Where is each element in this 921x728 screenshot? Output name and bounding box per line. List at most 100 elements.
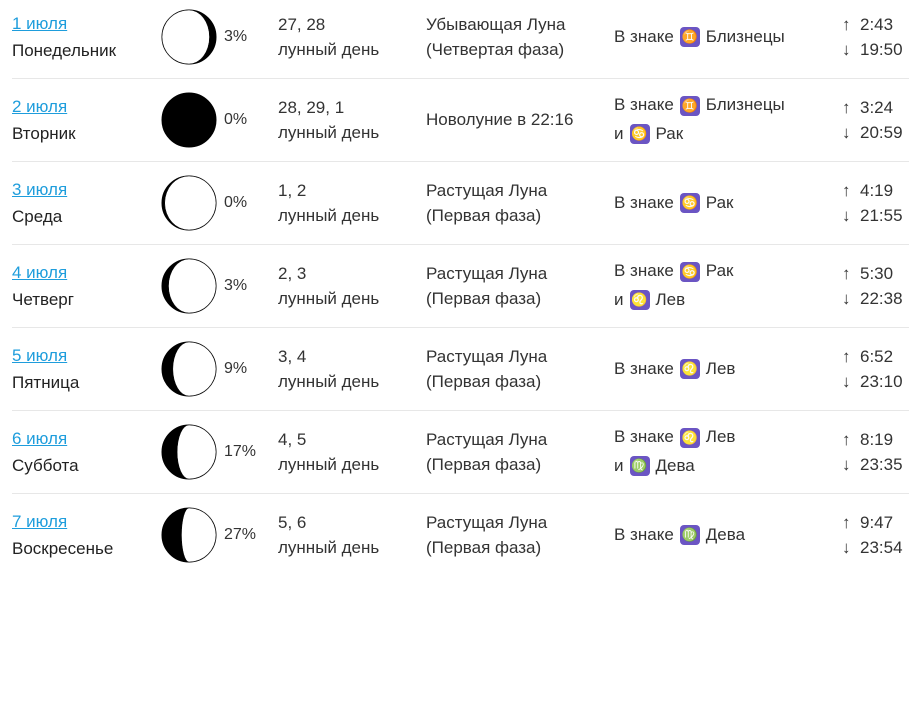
date-link[interactable]: 1 июля: [12, 11, 152, 37]
zodiac-info: В знаке ♋ Рак и ♌ Лев: [614, 257, 834, 315]
lunar-day-label: лунный день: [278, 286, 418, 312]
rise-arrow-icon: ↑: [842, 95, 856, 121]
lunar-day-row: 5 июля Пятница 9% 3, 4 лунный день Расту…: [12, 328, 909, 411]
weekday-label: Понедельник: [12, 38, 152, 64]
lunar-day-label: лунный день: [278, 37, 418, 63]
moon-phase-icon: [160, 257, 218, 315]
date-link[interactable]: 4 июля: [12, 260, 152, 286]
lunar-day-label: лунный день: [278, 120, 418, 146]
zodiac-name: Близнецы: [706, 23, 785, 52]
illumination-percent: 3%: [224, 277, 247, 295]
zodiac-name: Рак: [706, 257, 734, 286]
date-link[interactable]: 6 июля: [12, 426, 152, 452]
moon-phase-text: Новолуние в 22:16: [426, 109, 606, 131]
lunar-day-numbers: 28, 29, 1: [278, 95, 418, 121]
moon-phase-icon: [160, 91, 218, 149]
date-link[interactable]: 3 июля: [12, 177, 152, 203]
zodiac-icon-cancer: ♋: [680, 193, 700, 213]
zodiac-icon-gemini: ♊: [680, 27, 700, 47]
date-link[interactable]: 5 июля: [12, 343, 152, 369]
set-arrow-icon: ↓: [842, 203, 856, 229]
weekday-label: Воскресенье: [12, 536, 152, 562]
zodiac-name: Рак: [706, 189, 734, 218]
moonrise-time: 4:19: [860, 178, 893, 204]
lunar-day-row: 6 июля Суббота 17% 4, 5 лунный день Раст…: [12, 411, 909, 494]
zodiac-icon-leo: ♌: [680, 428, 700, 448]
moon-phase-icon: [160, 506, 218, 564]
date-column: 7 июля Воскресенье: [12, 509, 152, 562]
date-column: 1 июля Понедельник: [12, 11, 152, 64]
rise-set-column: ↑6:52 ↓23:10: [842, 344, 921, 395]
weekday-label: Среда: [12, 204, 152, 230]
lunar-day-label: лунный день: [278, 369, 418, 395]
rise-set-column: ↑2:43 ↓19:50: [842, 12, 921, 63]
zodiac-info: В знаке ♍ Дева: [614, 521, 834, 550]
moonrise-time: 9:47: [860, 510, 893, 536]
zodiac-icon-leo: ♌: [680, 359, 700, 379]
date-column: 4 июля Четверг: [12, 260, 152, 313]
lunar-day-numbers: 1, 2: [278, 178, 418, 204]
lunar-day-numbers: 3, 4: [278, 344, 418, 370]
moonset-time: 19:50: [860, 37, 903, 63]
moonrise-time: 2:43: [860, 12, 893, 38]
date-link[interactable]: 7 июля: [12, 509, 152, 535]
moonrise-time: 8:19: [860, 427, 893, 453]
date-column: 5 июля Пятница: [12, 343, 152, 396]
moon-phase-text: Растущая Луна (Первая фаза): [426, 261, 606, 312]
lunar-day-row: 1 июля Понедельник 3% 27, 28 лунный день…: [12, 8, 909, 79]
zodiac-icon-virgo: ♍: [630, 456, 650, 476]
rise-set-column: ↑9:47 ↓23:54: [842, 510, 921, 561]
lunar-calendar-list: 1 июля Понедельник 3% 27, 28 лунный день…: [12, 8, 909, 576]
moon-phase-icon-column: 17%: [160, 423, 270, 481]
moon-phase-icon: [160, 423, 218, 481]
zodiac-icon-cancer: ♋: [680, 262, 700, 282]
lunar-day-row: 4 июля Четверг 3% 2, 3 лунный день Расту…: [12, 245, 909, 328]
moon-phase-icon-column: 0%: [160, 174, 270, 232]
moon-phase-icon: [160, 340, 218, 398]
moon-phase-icon: [160, 174, 218, 232]
moonset-time: 23:10: [860, 369, 903, 395]
illumination-percent: 0%: [224, 111, 247, 129]
moon-phase-icon-column: 0%: [160, 91, 270, 149]
moonset-time: 23:35: [860, 452, 903, 478]
in-sign-label: В знаке: [614, 355, 674, 384]
moonrise-time: 3:24: [860, 95, 893, 121]
moon-phase-text: Растущая Луна (Первая фаза): [426, 510, 606, 561]
weekday-label: Четверг: [12, 287, 152, 313]
set-arrow-icon: ↓: [842, 286, 856, 312]
rise-arrow-icon: ↑: [842, 261, 856, 287]
lunar-day-numbers: 27, 28: [278, 12, 418, 38]
moonset-time: 21:55: [860, 203, 903, 229]
illumination-percent: 17%: [224, 443, 256, 461]
lunar-day-column: 3, 4 лунный день: [278, 344, 418, 395]
weekday-label: Вторник: [12, 121, 152, 147]
illumination-percent: 3%: [224, 28, 247, 46]
zodiac-icon-gemini: ♊: [680, 96, 700, 116]
moonset-time: 20:59: [860, 120, 903, 146]
in-sign-label: В знаке: [614, 91, 674, 120]
in-sign-label: В знаке: [614, 423, 674, 452]
date-link[interactable]: 2 июля: [12, 94, 152, 120]
set-arrow-icon: ↓: [842, 452, 856, 478]
illumination-percent: 0%: [224, 194, 247, 212]
set-arrow-icon: ↓: [842, 120, 856, 146]
lunar-day-numbers: 4, 5: [278, 427, 418, 453]
zodiac-info: В знаке ♊ Близнецы: [614, 23, 834, 52]
in-sign-label: В знаке: [614, 521, 674, 550]
lunar-day-label: лунный день: [278, 203, 418, 229]
moonrise-time: 5:30: [860, 261, 893, 287]
moon-phase-icon: [160, 8, 218, 66]
in-sign-label: В знаке: [614, 257, 674, 286]
moon-phase-icon-column: 3%: [160, 257, 270, 315]
set-arrow-icon: ↓: [842, 369, 856, 395]
lunar-day-column: 2, 3 лунный день: [278, 261, 418, 312]
zodiac-name: Дева: [706, 521, 745, 550]
illumination-percent: 9%: [224, 360, 247, 378]
zodiac-info: В знаке ♌ Лев: [614, 355, 834, 384]
weekday-label: Пятница: [12, 370, 152, 396]
lunar-day-label: лунный день: [278, 535, 418, 561]
zodiac-name: Близнецы: [706, 91, 785, 120]
zodiac-info: В знаке ♋ Рак: [614, 189, 834, 218]
lunar-day-row: 2 июля Вторник 0% 28, 29, 1 лунный день …: [12, 79, 909, 162]
zodiac-icon-leo: ♌: [630, 290, 650, 310]
